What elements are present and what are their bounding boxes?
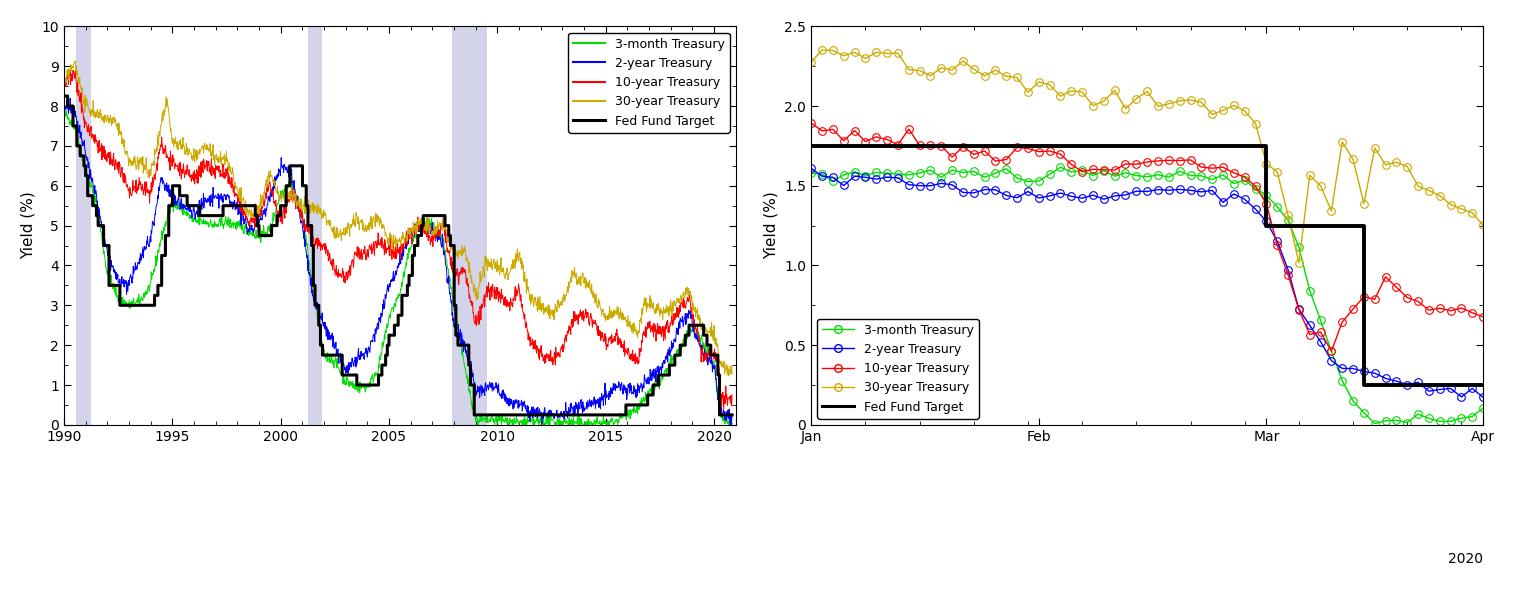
Bar [452,26,487,425]
Legend: 3-month Treasury, 2-year Treasury, 10-year Treasury, 30-year Treasury, Fed Fund : 3-month Treasury, 2-year Treasury, 10-ye… [568,32,729,132]
Legend: 3-month Treasury, 2-year Treasury, 10-year Treasury, 30-year Treasury, Fed Fund : 3-month Treasury, 2-year Treasury, 10-ye… [817,318,979,418]
Bar [308,26,323,425]
Y-axis label: Yield (%): Yield (%) [764,192,779,259]
Bar [76,26,91,425]
Y-axis label: Yield (%): Yield (%) [21,192,36,259]
Text: 2020: 2020 [1448,553,1483,567]
